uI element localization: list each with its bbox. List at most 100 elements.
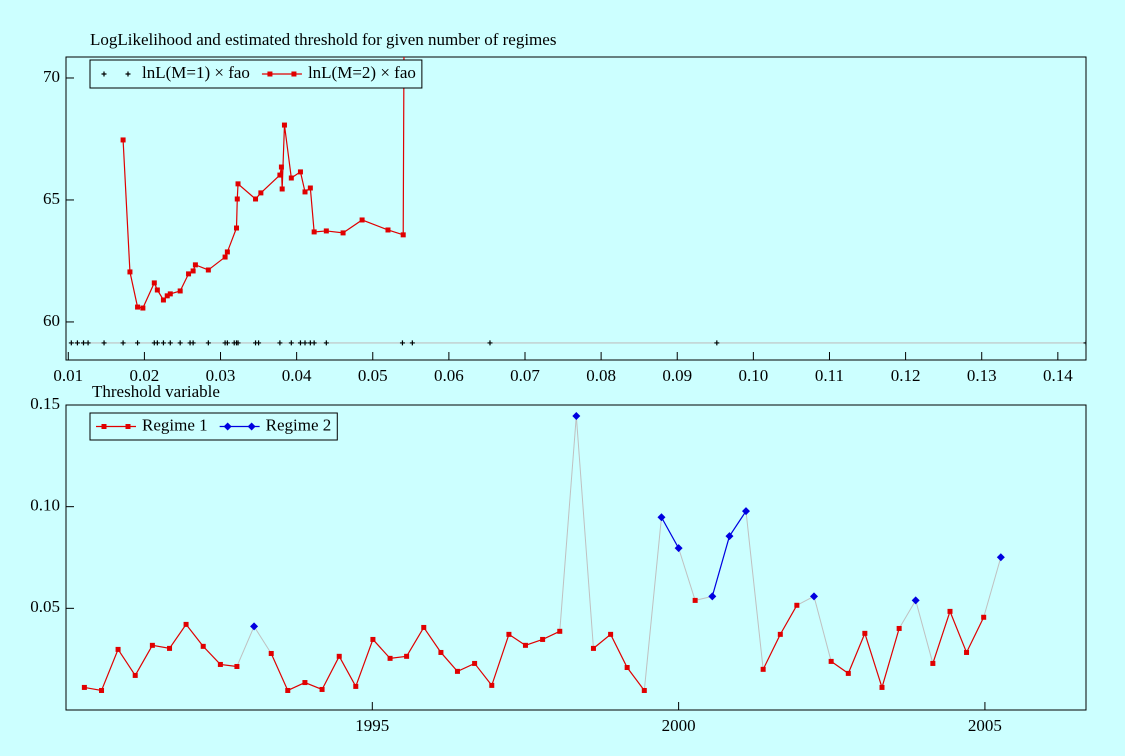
marker [323,340,329,346]
marker [572,411,581,420]
marker [68,340,74,346]
marker [522,642,528,648]
x-tick-label: 0.03 [206,366,236,385]
marker [400,232,406,238]
marker [353,683,359,689]
marker [828,658,834,664]
marker [192,262,198,268]
chart-title: Threshold variable [92,382,220,401]
marker [862,630,868,636]
marker [742,507,750,516]
marker [177,288,183,294]
connector [915,600,934,664]
marker [81,684,87,690]
marker [359,217,365,223]
connector [983,557,1002,618]
connector [813,596,832,662]
y-tick-label: 70 [43,67,60,86]
x-tick-label: 1995 [355,716,389,735]
marker [281,122,287,128]
marker [692,597,698,603]
y-tick-label: 60 [43,311,60,330]
plot-content [68,57,1086,346]
marker [186,271,192,277]
x-tick-label: 0.13 [967,366,997,385]
marker [340,230,346,236]
marker [911,596,920,605]
marker [760,666,766,672]
legend-label: lnL(M=1) × fao [142,63,250,82]
marker [896,625,902,631]
x-tick-label: 0.05 [358,366,388,385]
x-tick-label: 2005 [968,716,1002,735]
marker [74,340,80,346]
x-tick-label: 0.06 [434,366,464,385]
marker [323,228,329,234]
x-tick-label: 0.07 [510,366,540,385]
marker [167,645,173,651]
legend-label: lnL(M=2) × fao [308,63,416,82]
x-tick-label: 0.02 [130,366,160,385]
marker [307,185,313,191]
connector [575,415,594,649]
marker [930,660,936,666]
marker [540,636,546,642]
marker [224,340,230,346]
marker [285,687,291,693]
marker [190,268,196,274]
marker [297,340,303,346]
marker [223,422,232,431]
connector [745,511,764,670]
legend-label: Regime 2 [266,415,332,434]
marker [125,71,131,77]
marker [297,169,303,175]
marker [385,227,391,233]
marker [234,196,240,202]
marker [291,71,297,77]
marker [140,305,146,311]
marker [399,340,405,346]
marker [135,340,141,346]
marker [250,622,259,631]
marker [235,340,241,346]
marker [234,225,240,231]
marker [302,340,308,346]
marker [101,340,107,346]
x-tick-label: 0.08 [586,366,616,385]
marker [120,340,126,346]
x-tick-label: 0.09 [662,366,692,385]
marker [302,189,308,195]
marker [964,649,970,655]
connector [678,547,696,601]
y-tick-label: 0.10 [30,496,60,515]
marker [708,592,717,601]
marker [160,340,166,346]
marker [167,340,173,346]
connector [559,415,577,632]
x-tick-label: 0.14 [1043,366,1073,385]
marker [725,532,734,541]
marker [319,686,325,692]
connector [643,517,662,691]
marker [277,172,283,178]
marker [590,645,596,651]
x-tick-label: 0.10 [738,366,768,385]
marker [267,71,273,77]
marker [235,181,241,187]
marker [183,621,189,627]
marker [489,682,495,688]
marker [164,293,170,299]
y-tick-label: 0.15 [30,394,60,413]
marker [125,424,131,429]
connector [253,626,272,654]
y-tick-label: 0.05 [30,597,60,616]
marker [149,642,155,648]
marker [409,340,415,346]
marker [101,424,107,429]
marker [258,190,264,196]
marker [302,680,308,686]
marker [438,649,444,655]
marker [336,653,342,659]
legend-box [89,59,423,89]
marker [608,631,614,637]
